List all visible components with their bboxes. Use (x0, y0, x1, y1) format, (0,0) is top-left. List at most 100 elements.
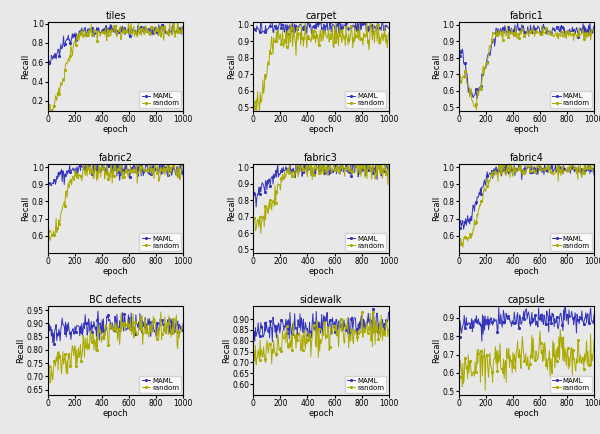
random (46, 380, 53, 385)
MAML (71, 332, 78, 337)
random (557, 327, 564, 332)
MAML (456, 335, 463, 340)
random (256, 109, 263, 115)
MAML (460, 227, 467, 232)
Y-axis label: Recall: Recall (432, 338, 441, 363)
Line: MAML: MAML (458, 160, 595, 230)
MAML (461, 326, 469, 331)
MAML (256, 30, 263, 35)
MAML (174, 170, 181, 175)
random (71, 178, 78, 183)
random (276, 347, 283, 352)
random (461, 68, 469, 73)
random (51, 359, 58, 364)
MAML (562, 303, 569, 309)
random (257, 338, 264, 343)
MAML (493, 26, 500, 31)
Line: random: random (458, 25, 595, 111)
MAML (287, 167, 294, 172)
random (590, 30, 598, 35)
MAML (259, 323, 266, 329)
MAML (385, 168, 392, 174)
random (287, 40, 294, 45)
MAML (160, 22, 167, 27)
MAML (380, 167, 387, 172)
MAML (590, 172, 598, 178)
Line: random: random (458, 328, 595, 391)
Legend: MAML, random: MAML, random (139, 376, 181, 393)
MAML (461, 60, 469, 66)
MAML (493, 317, 500, 322)
random (585, 360, 592, 365)
MAML (347, 158, 355, 163)
MAML (259, 30, 266, 35)
random (296, 156, 303, 161)
random (251, 216, 258, 221)
MAML (580, 167, 587, 172)
Legend: MAML, random: MAML, random (550, 376, 592, 393)
MAML (257, 184, 264, 190)
Y-axis label: Recall: Recall (222, 338, 231, 363)
random (482, 388, 489, 393)
MAML (51, 178, 58, 183)
random (276, 183, 283, 188)
Line: random: random (47, 311, 184, 384)
random (49, 112, 56, 118)
random (456, 374, 463, 379)
random (375, 23, 382, 28)
Line: random: random (253, 310, 390, 366)
random (464, 376, 471, 381)
Y-axis label: Recall: Recall (227, 53, 236, 79)
MAML (54, 177, 61, 182)
MAML (385, 26, 392, 31)
random (380, 167, 387, 172)
random (179, 157, 187, 162)
MAML (375, 162, 382, 167)
random (253, 362, 260, 368)
MAML (259, 181, 266, 187)
MAML (45, 181, 52, 186)
MAML (71, 169, 78, 174)
random (456, 241, 463, 247)
MAML (45, 326, 52, 332)
Line: random: random (253, 158, 390, 234)
Legend: MAML, random: MAML, random (345, 91, 386, 108)
MAML (585, 319, 592, 324)
random (169, 162, 176, 167)
random (380, 326, 387, 331)
Y-axis label: Recall: Recall (432, 53, 441, 79)
MAML (169, 165, 176, 170)
MAML (70, 32, 77, 37)
MAML (169, 23, 176, 28)
random (375, 164, 382, 170)
MAML (493, 164, 500, 169)
random (51, 100, 58, 105)
MAML (482, 183, 489, 188)
Title: sidewalk: sidewalk (300, 295, 342, 305)
MAML (82, 168, 89, 174)
MAML (169, 327, 176, 332)
Line: MAML: MAML (253, 159, 390, 208)
X-axis label: epoch: epoch (103, 410, 128, 418)
random (179, 326, 187, 332)
Y-axis label: Recall: Recall (22, 53, 31, 79)
random (590, 337, 598, 342)
Title: fabric4: fabric4 (509, 153, 544, 163)
random (54, 350, 61, 355)
MAML (580, 21, 587, 26)
Line: random: random (47, 158, 184, 242)
random (82, 29, 89, 34)
X-axis label: epoch: epoch (514, 267, 539, 276)
random (173, 28, 181, 33)
Line: MAML: MAML (458, 22, 595, 100)
MAML (50, 53, 58, 59)
MAML (580, 321, 587, 326)
MAML (586, 20, 593, 26)
Title: BC defects: BC defects (89, 295, 142, 305)
Line: random: random (253, 18, 390, 113)
random (461, 355, 469, 360)
random (580, 166, 587, 171)
random (71, 40, 78, 45)
MAML (54, 331, 61, 336)
MAML (253, 204, 260, 210)
